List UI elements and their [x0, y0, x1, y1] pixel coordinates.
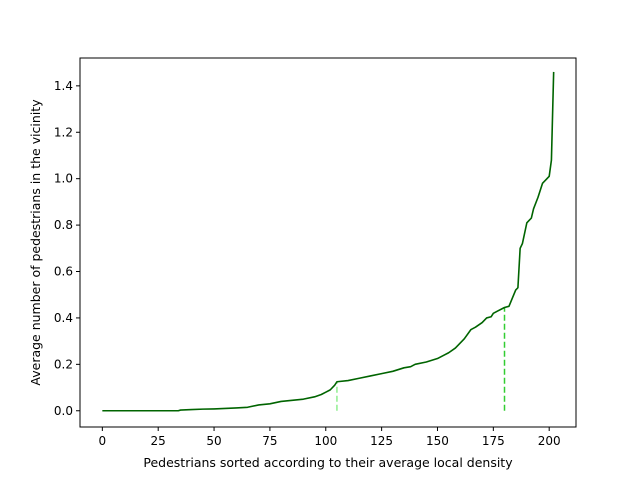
series-line-1: [102, 71, 555, 412]
y-tick-label: 0.6: [54, 265, 73, 279]
x-tick-label: 75: [262, 434, 277, 448]
y-tick-label: 0.8: [54, 218, 73, 232]
markers-layer: [336, 307, 506, 411]
series-layer: [102, 71, 555, 412]
x-tick-label: 175: [482, 434, 505, 448]
x-axis-label: Pedestrians sorted according to their av…: [143, 455, 513, 470]
y-axis-ticks: 0.0 0.2 0.4 0.6 0.8 1.0 1.2 1.4: [54, 79, 80, 418]
plot-frame: [79, 57, 577, 428]
x-tick-label: 50: [206, 434, 221, 448]
y-axis-label: Average number of pedestrians in the vic…: [28, 99, 43, 386]
x-tick-label: 100: [314, 434, 337, 448]
y-tick-label: 0.2: [54, 357, 73, 371]
x-tick-label: 125: [370, 434, 393, 448]
x-tick-label: 200: [538, 434, 561, 448]
y-tick-label: 1.0: [54, 172, 73, 186]
y-tick-label: 1.2: [54, 125, 73, 139]
y-tick-label: 0.0: [54, 404, 73, 418]
x-axis-ticks: 0 25 50 75 100 125 150 175 200: [99, 427, 561, 448]
x-tick-label: 150: [426, 434, 449, 448]
x-tick-label: 25: [151, 434, 166, 448]
y-tick-label: 1.4: [54, 79, 73, 93]
y-tick-label: 0.4: [54, 311, 73, 325]
x-tick-label: 0: [99, 434, 107, 448]
